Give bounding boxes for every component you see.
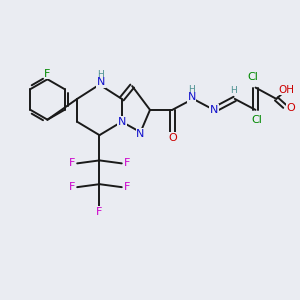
Text: F: F <box>44 69 51 79</box>
Text: F: F <box>124 182 130 192</box>
Text: F: F <box>124 158 130 168</box>
Text: O: O <box>287 103 296 113</box>
Text: N: N <box>136 129 145 139</box>
Text: H: H <box>188 85 195 94</box>
Text: N: N <box>210 105 218 115</box>
Text: N: N <box>188 92 196 102</box>
Text: F: F <box>69 158 75 168</box>
Text: Cl: Cl <box>252 115 262 125</box>
Text: O: O <box>168 133 177 142</box>
Text: Cl: Cl <box>247 72 258 82</box>
Text: H: H <box>98 70 104 79</box>
Text: N: N <box>118 117 126 127</box>
Text: OH: OH <box>279 85 295 95</box>
Text: N: N <box>97 77 105 87</box>
Text: F: F <box>69 182 75 192</box>
Text: F: F <box>96 207 103 217</box>
Text: H: H <box>230 86 237 95</box>
